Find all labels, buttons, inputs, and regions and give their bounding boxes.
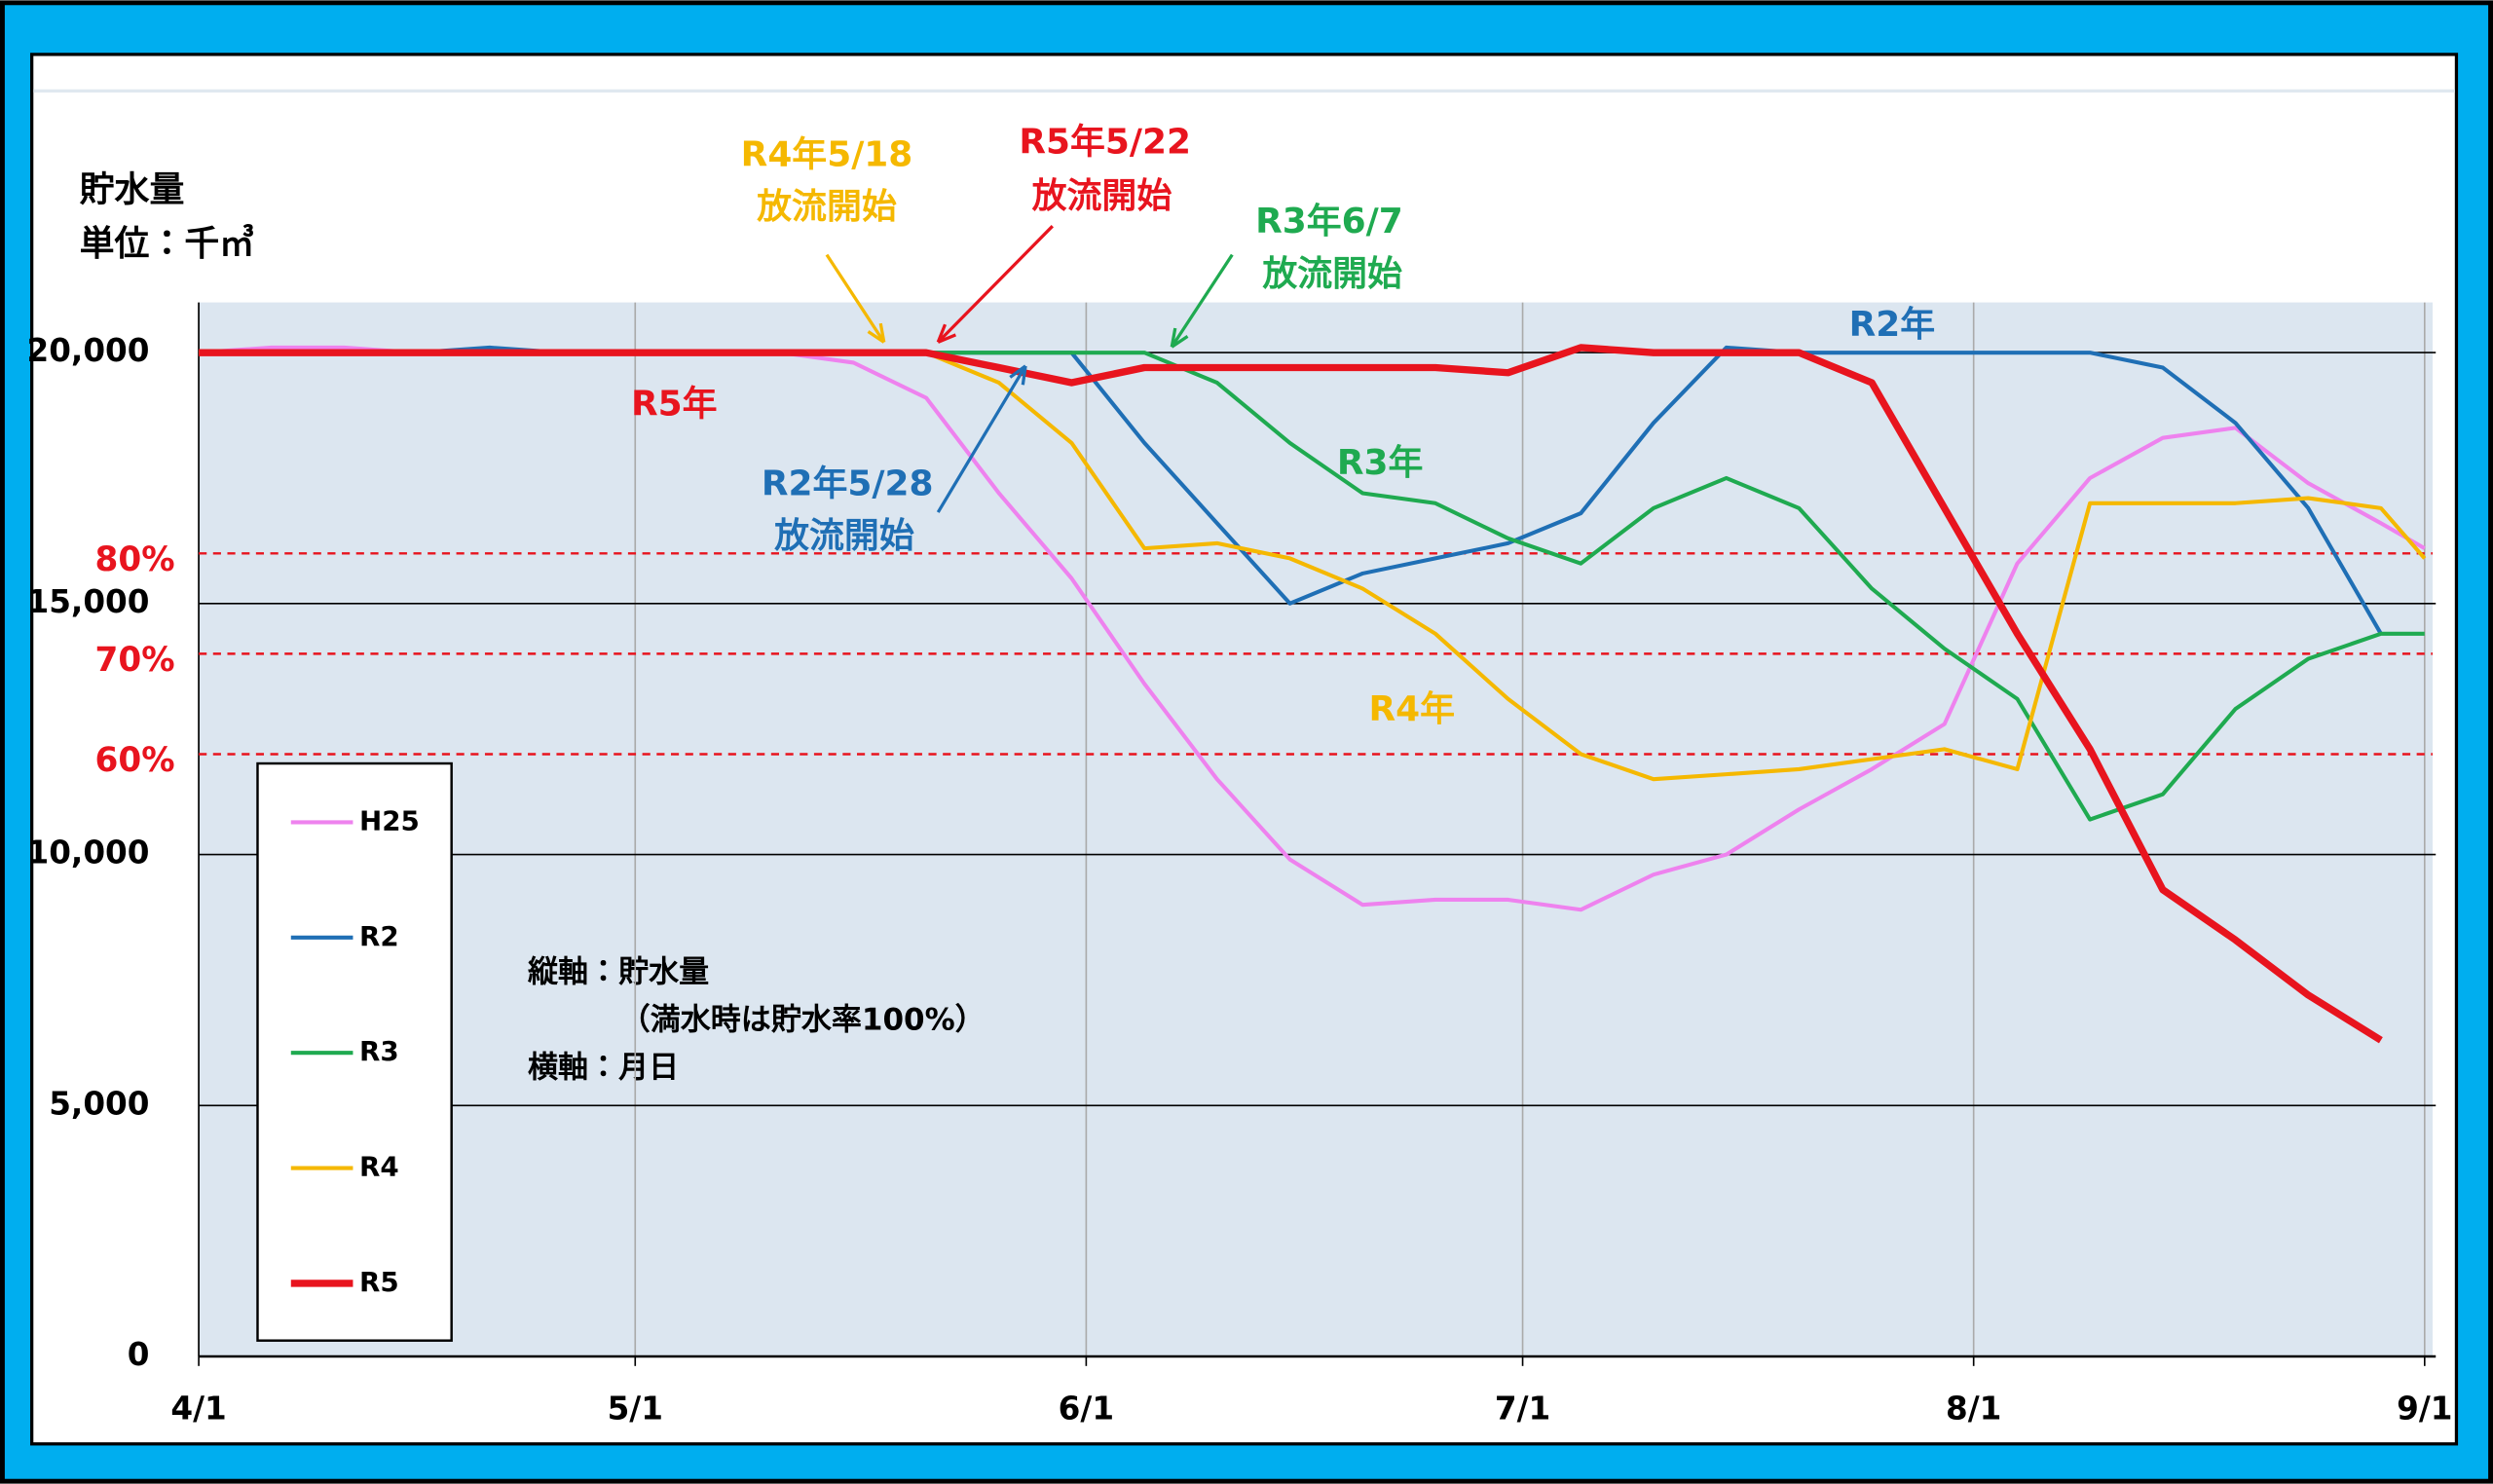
note: 横軸：月日 — [528, 1051, 679, 1086]
annotation-arrowhead — [936, 323, 956, 344]
ref-line-label: 80% — [95, 540, 175, 579]
annotation-arrow — [936, 365, 1027, 513]
annotation: 放流開始 — [1032, 176, 1172, 216]
series-line — [199, 344, 2383, 1044]
annotation: R4年 — [1369, 689, 1456, 729]
annotation-arrow — [1170, 253, 1234, 349]
annotation: R4年5/18 — [741, 134, 913, 174]
x-tick-label: 5/1 — [608, 1391, 663, 1428]
annotation: R5年5/22 — [1019, 122, 1191, 162]
legend-label: R4 — [359, 1151, 399, 1183]
legend-label: R5 — [359, 1266, 399, 1298]
y-axis-title: 貯水量 — [80, 169, 185, 209]
annotation: R2年 — [1849, 305, 1936, 345]
annotation: R3年6/7 — [1255, 202, 1403, 241]
annotation: 放流開始 — [757, 187, 897, 227]
y-tick-label: 5,000 — [49, 1085, 149, 1122]
y-tick-label: 0 — [128, 1336, 150, 1373]
ref-line-label: 60% — [95, 741, 175, 780]
legend-box — [256, 761, 453, 1342]
y-tick-label: 15,000 — [27, 583, 150, 620]
legend-label: R2 — [359, 920, 399, 952]
annotation: R2年5/28 — [762, 464, 934, 503]
plot-area — [199, 302, 2433, 1357]
annotation: R3年 — [1337, 443, 1424, 483]
note: （満水時は貯水率100%） — [620, 1003, 986, 1038]
annotation: 放流開始 — [774, 516, 914, 556]
note: 縦軸：貯水量 — [527, 955, 709, 990]
annotation: R5年 — [631, 385, 718, 425]
ref-line-label: 70% — [95, 641, 175, 680]
annotation-arrow — [937, 225, 1054, 344]
y-tick-label: 20,000 — [27, 332, 150, 369]
y-tick-label: 10,000 — [27, 835, 150, 872]
y-axis-unit: 単位：千㎥ — [80, 223, 255, 264]
annotation-arrowhead — [867, 322, 886, 344]
x-tick-label: 6/1 — [1059, 1391, 1114, 1428]
x-tick-label: 7/1 — [1495, 1391, 1550, 1428]
legend-label: R3 — [359, 1035, 399, 1067]
x-tick-label: 9/1 — [2397, 1391, 2452, 1428]
annotation-arrowhead — [1009, 364, 1027, 386]
x-tick-label: 4/1 — [170, 1391, 226, 1428]
annotation-arrowhead — [1170, 327, 1189, 349]
annotation: 放流開始 — [1262, 254, 1402, 294]
annotation-arrow — [825, 253, 886, 344]
legend-label: H25 — [359, 804, 420, 836]
x-tick-label: 8/1 — [1946, 1391, 2001, 1428]
